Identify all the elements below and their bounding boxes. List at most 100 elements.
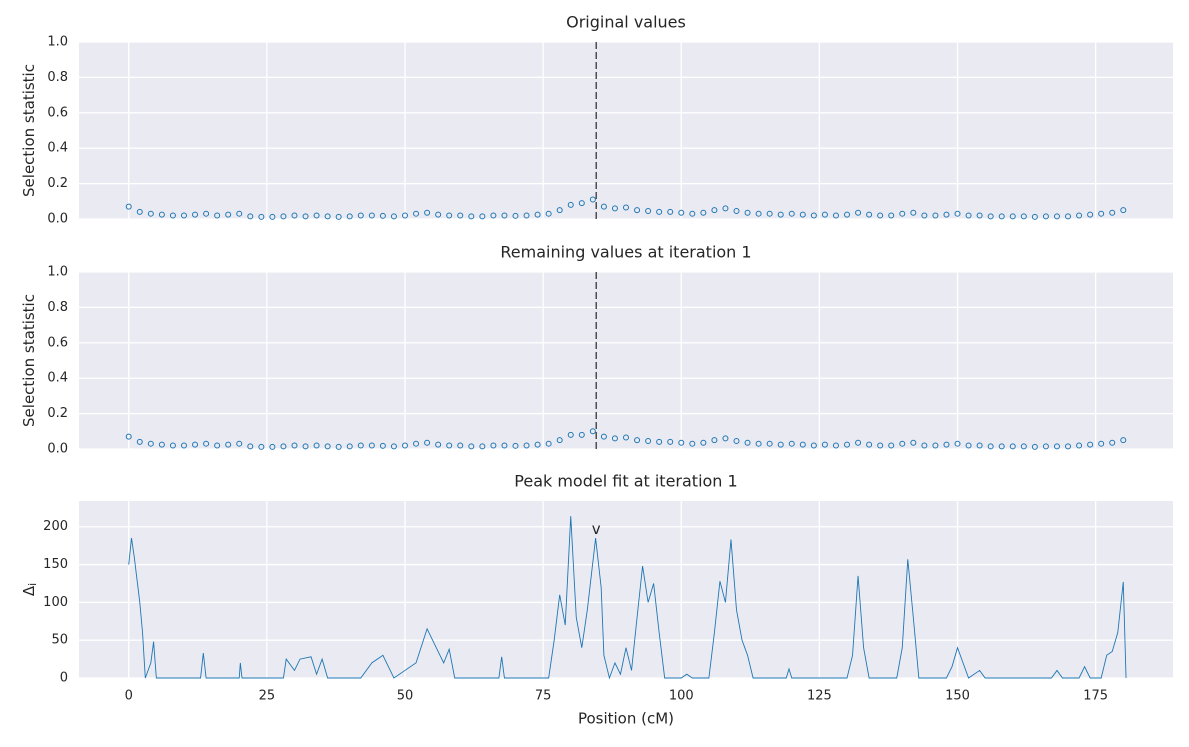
- point: [589, 428, 596, 435]
- panel: Remaining values at iteration 1 0.0 0.2 0.4…: [20, 243, 1173, 457]
- point: [236, 210, 243, 217]
- point: [578, 200, 585, 207]
- point: [987, 213, 994, 220]
- point: [258, 213, 265, 220]
- point: [943, 211, 950, 218]
- y-axis-label: Selection statistic: [20, 294, 38, 427]
- point: [1009, 213, 1016, 220]
- point: [457, 212, 464, 219]
- point: [954, 210, 961, 217]
- plot-background: [79, 42, 1173, 219]
- point: [810, 212, 817, 219]
- point: [766, 440, 773, 447]
- point: [976, 442, 983, 449]
- point: [744, 209, 751, 216]
- y-tick-label: 0.4: [47, 141, 68, 156]
- point: [866, 441, 873, 448]
- y-tick-label: 0.6: [47, 335, 68, 350]
- point: [888, 442, 895, 449]
- plot-background: [79, 272, 1173, 449]
- y-tick-label: 1.0: [47, 265, 68, 280]
- point: [401, 212, 408, 219]
- y-tick-label: 0.4: [47, 371, 68, 386]
- point: [247, 213, 254, 220]
- point: [258, 443, 265, 450]
- point: [899, 210, 906, 217]
- point: [534, 211, 541, 218]
- point: [147, 440, 154, 447]
- point: [998, 213, 1005, 220]
- point: [490, 442, 497, 449]
- point: [1042, 213, 1049, 220]
- point: [357, 442, 364, 449]
- x-axis-label: Position (cM): [578, 710, 674, 728]
- point: [324, 213, 331, 220]
- point: [280, 443, 287, 450]
- point: [379, 442, 386, 449]
- point: [225, 211, 232, 218]
- point: [1120, 207, 1127, 214]
- point: [192, 211, 199, 218]
- point: [855, 439, 862, 446]
- x-tick-label: 0: [125, 689, 133, 704]
- point: [446, 442, 453, 449]
- point: [722, 435, 729, 442]
- point: [556, 207, 563, 214]
- point: [335, 213, 342, 220]
- y-axis-label-sub: i: [26, 583, 39, 586]
- point: [545, 440, 552, 447]
- point: [921, 212, 928, 219]
- point: [600, 203, 607, 210]
- point: [821, 211, 828, 218]
- point: [1009, 443, 1016, 450]
- point: [424, 209, 431, 216]
- point: [1031, 443, 1038, 450]
- panel-title: Remaining values at iteration 1: [500, 243, 751, 262]
- point: [302, 213, 309, 220]
- point: [147, 210, 154, 217]
- point: [390, 213, 397, 220]
- point: [136, 438, 143, 445]
- point: [479, 443, 486, 450]
- point: [623, 204, 629, 211]
- point: [733, 438, 740, 445]
- point: [567, 431, 574, 438]
- point: [368, 212, 375, 219]
- point: [457, 442, 464, 449]
- line: [128, 516, 1127, 680]
- point: [1076, 442, 1083, 449]
- point: [855, 209, 862, 216]
- point: [976, 212, 983, 219]
- point: [799, 211, 806, 218]
- point: [998, 443, 1005, 450]
- point: [589, 196, 596, 203]
- y-tick-label: 200: [43, 519, 68, 534]
- point: [180, 212, 187, 219]
- point: [877, 442, 884, 449]
- point: [158, 441, 165, 448]
- point: [1020, 443, 1027, 450]
- point: [1098, 440, 1105, 447]
- point: [1065, 213, 1072, 220]
- y-axis-label-main: Δ: [20, 585, 38, 596]
- point: [269, 213, 276, 220]
- point: [755, 210, 762, 217]
- point: [1120, 437, 1127, 444]
- point: [1076, 212, 1083, 219]
- point: [1031, 213, 1038, 220]
- point: [611, 435, 618, 442]
- y-tick-label: 0.6: [47, 105, 68, 120]
- y-axis-label: Δi: [20, 583, 40, 596]
- point: [125, 203, 132, 210]
- point: [490, 212, 497, 219]
- y-tick-label: 0.0: [47, 212, 68, 227]
- point: [169, 212, 176, 219]
- point: [125, 433, 132, 440]
- point: [899, 440, 906, 447]
- point: [766, 210, 773, 217]
- point: [1053, 443, 1060, 450]
- point: [1109, 439, 1116, 446]
- point: [567, 201, 574, 208]
- point: [468, 443, 475, 450]
